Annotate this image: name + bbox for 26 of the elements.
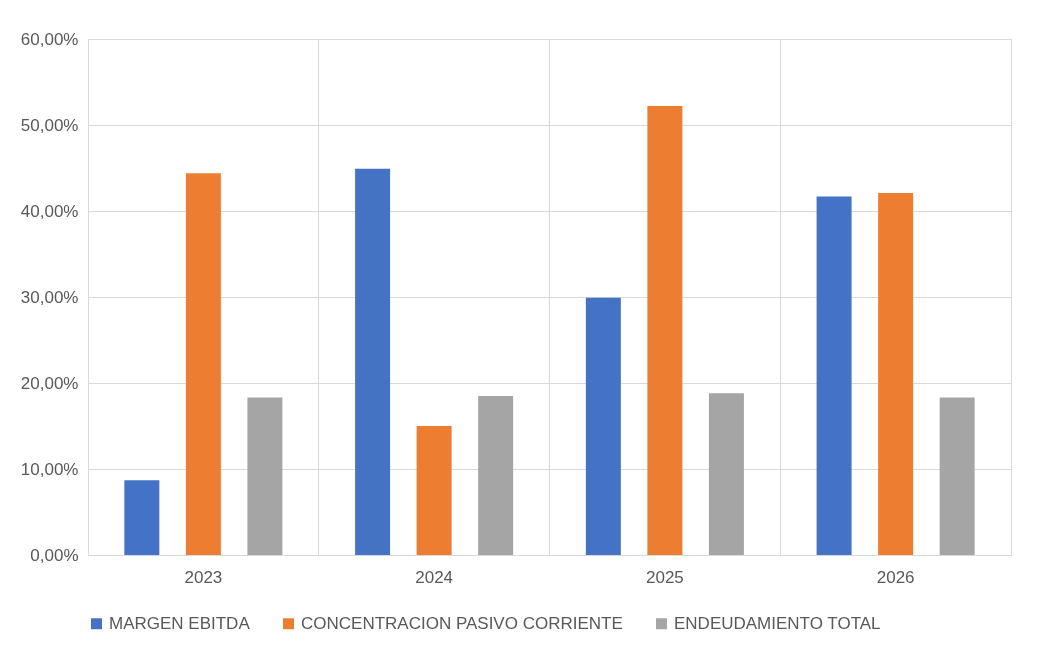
x-tick-label: 2025 (645, 567, 684, 587)
y-tick-label: 40,00% (20, 201, 79, 221)
y-tick-label: 30,00% (20, 287, 79, 307)
y-tick-label: 0,00% (30, 545, 79, 565)
bar (878, 192, 914, 555)
bar (416, 426, 452, 555)
bar (708, 393, 744, 555)
legend-label: ENDEUDAMIENTO TOTAL (674, 613, 881, 633)
bar (478, 395, 514, 555)
y-tick-label: 10,00% (20, 459, 79, 479)
bar (185, 173, 221, 555)
x-tick-label: 2024 (415, 567, 454, 587)
y-tick-label: 60,00% (20, 29, 79, 49)
x-tick-label: 2023 (184, 567, 223, 587)
y-tick-label: 20,00% (20, 373, 79, 393)
bar (816, 196, 852, 555)
bar (124, 480, 160, 555)
bar (355, 168, 391, 555)
x-tick-label: 2026 (876, 567, 915, 587)
bar (647, 106, 683, 555)
legend-label: MARGEN EBITDA (109, 613, 251, 633)
bar (247, 397, 283, 555)
bar (939, 397, 975, 555)
y-tick-label: 50,00% (20, 115, 79, 135)
legend-label: CONCENTRACION PASIVO CORRIENTE (301, 613, 623, 633)
bar (585, 297, 621, 555)
